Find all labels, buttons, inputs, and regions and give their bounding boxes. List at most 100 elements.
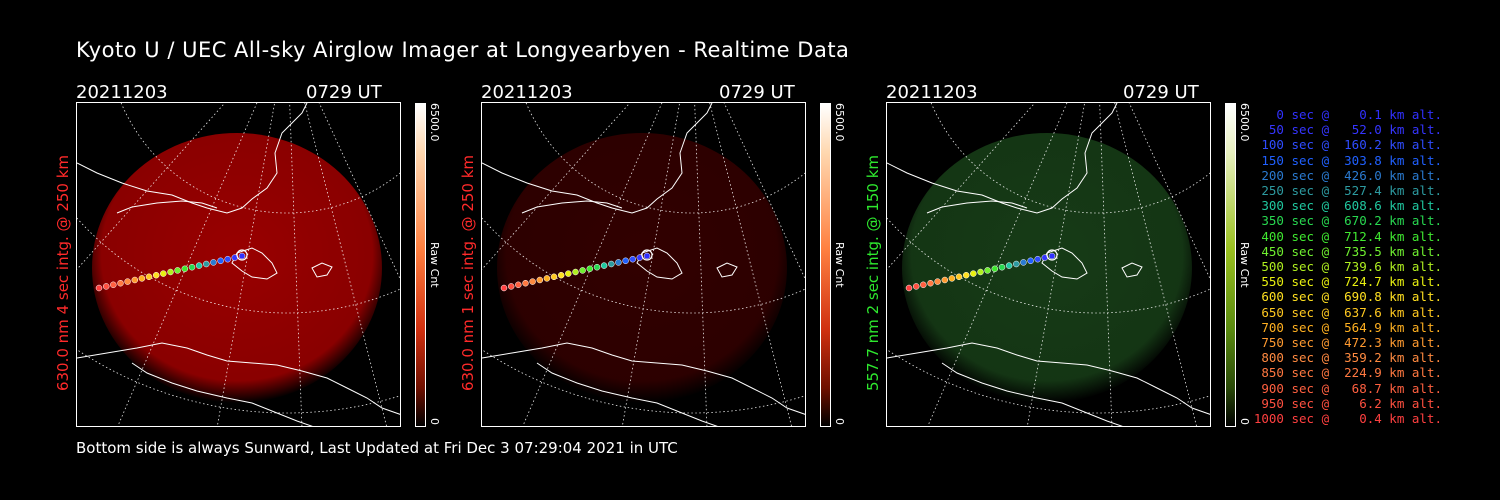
track-point (210, 259, 217, 266)
graticule (77, 103, 400, 426)
track-point (912, 283, 920, 290)
track-point (500, 284, 508, 292)
station-marker (1046, 249, 1058, 261)
track-point (1020, 259, 1027, 266)
airglow-disk (497, 133, 787, 403)
panel-1-side-label: 630.0 nm 4 sec intg. @ 250 km (54, 154, 72, 392)
track-point (515, 281, 522, 289)
track-point (998, 263, 1006, 271)
panel-3-colorbar-label: Raw Cnt (1238, 242, 1251, 288)
station-marker (641, 249, 653, 261)
airglow-disk (92, 133, 382, 403)
track-point (138, 275, 146, 282)
legend-entry: 750 sec @ 472.3 km alt. (1261, 335, 1442, 350)
legend-entry: 900 sec @ 68.7 km alt. (1261, 380, 1442, 396)
track-point (167, 268, 174, 276)
panel-1-date: 20211203 (76, 82, 168, 103)
panel-2-date: 20211203 (481, 82, 573, 103)
track-point (579, 267, 586, 274)
page-title: Kyoto U / UEC All-sky Airglow Imager at … (76, 38, 850, 62)
track-point (181, 265, 189, 273)
track-point (991, 265, 999, 273)
legend-entry: 600 sec @ 690.8 km alt. (1261, 289, 1442, 305)
legend-entry: 500 sec @ 739.6 km alt. (1261, 259, 1442, 274)
track-point (593, 263, 601, 271)
track-point (977, 268, 984, 276)
legend-entry: 50 sec @ 52.0 km alt. (1268, 122, 1442, 138)
legend-entry: 450 sec @ 735.5 km alt. (1261, 243, 1442, 259)
track-point (984, 267, 991, 274)
track-point (565, 270, 572, 277)
track-point (536, 276, 544, 284)
track-point (948, 275, 956, 282)
track-point (174, 267, 181, 274)
track-point (920, 281, 927, 289)
panel-3-allsky-map[interactable] (886, 102, 1211, 427)
footer-status: Bottom side is always Sunward, Last Upda… (76, 439, 678, 457)
panel-3-colorbar (1225, 103, 1236, 427)
legend-entry: 950 sec @ 6.2 km alt. (1261, 395, 1442, 411)
legend-entry: 550 sec @ 724.7 km alt. (1261, 274, 1442, 290)
legend-entry: 350 sec @ 670.2 km alt. (1261, 213, 1442, 229)
panel-1-colorbar (415, 103, 426, 427)
track-point (586, 265, 594, 273)
track-point (1048, 252, 1056, 260)
legend-entry: 800 sec @ 359.2 km alt. (1261, 350, 1442, 366)
track-point (117, 279, 124, 287)
track-point (622, 257, 629, 265)
legend-entry: 100 sec @ 160.2 km alt. (1261, 137, 1442, 153)
track-point (238, 252, 246, 260)
track-point (955, 273, 963, 281)
track-point (195, 262, 203, 269)
legend-entry: 300 sec @ 608.6 km alt. (1261, 198, 1442, 214)
track-point (629, 255, 636, 263)
panel-2-colorbar-min: 0 (833, 418, 846, 425)
panel-1-time: 0729 UT (306, 82, 382, 103)
track-point (160, 270, 167, 277)
track-point (188, 263, 196, 271)
track-point (572, 268, 579, 276)
track-point (941, 276, 949, 284)
panel-1-colorbar-label: Raw Cnt (428, 242, 441, 288)
track-point (970, 270, 977, 277)
panel-2-colorbar (820, 103, 831, 427)
panel-2-time: 0729 UT (719, 82, 795, 103)
track-point (1005, 262, 1013, 269)
legend-entry: 250 sec @ 527.4 km alt. (1261, 183, 1442, 198)
coastlines (482, 103, 805, 426)
legend-entry: 650 sec @ 637.6 km alt. (1261, 304, 1442, 320)
coastlines (887, 103, 1210, 426)
panel-3-colorbar-min: 0 (1238, 418, 1251, 425)
track-point (529, 278, 536, 285)
track-point (962, 271, 970, 279)
track-point (124, 278, 131, 285)
track-point (927, 279, 934, 287)
track-point (608, 260, 615, 268)
track-point (600, 262, 608, 269)
panel-2-side-label: 630.0 nm 1 sec intg. @ 250 km (459, 154, 477, 392)
panel-3-colorbar-max: 6500.0 (1238, 103, 1251, 142)
panel-2-colorbar-max: 6500.0 (833, 103, 846, 142)
panel-1-allsky-map[interactable] (76, 102, 401, 427)
legend-entry: 200 sec @ 426.0 km alt. (1261, 167, 1442, 183)
legend-entry: 400 sec @ 712.4 km alt. (1261, 228, 1442, 244)
panel-3-side-label: 557.7 nm 2 sec intg. @ 150 km (864, 154, 882, 392)
station-marker (236, 249, 248, 261)
graticule (482, 103, 805, 426)
track-point (557, 271, 565, 279)
legend-entry: 850 sec @ 224.9 km alt. (1261, 365, 1442, 381)
track-point (543, 275, 551, 282)
track-point (1034, 255, 1041, 263)
panel-3-date: 20211203 (886, 82, 978, 103)
track-point (95, 284, 103, 292)
panel-1-colorbar-min: 0 (428, 418, 441, 425)
panel-2-allsky-map[interactable] (481, 102, 806, 427)
panel-2-colorbar-label: Raw Cnt (833, 242, 846, 288)
track-point (110, 281, 117, 289)
track-point (1013, 260, 1020, 268)
track-point (217, 257, 224, 265)
panel-3-time: 0729 UT (1123, 82, 1199, 103)
track-point (145, 273, 153, 281)
track-point (905, 284, 913, 292)
track-point (131, 276, 139, 284)
